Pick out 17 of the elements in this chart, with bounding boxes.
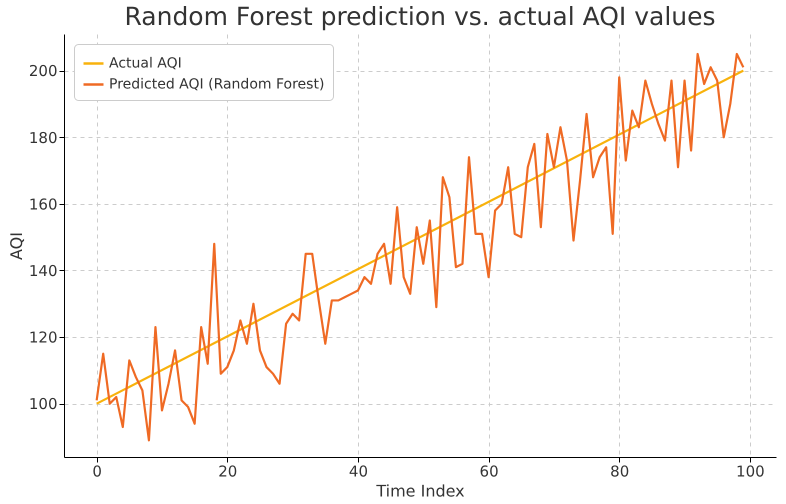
- x-tick-label: 40: [348, 462, 368, 480]
- y-tick-label: 200: [28, 62, 58, 80]
- chart-title: Random Forest prediction vs. actual AQI values: [124, 2, 716, 31]
- legend-label: Predicted AQI (Random Forest): [109, 76, 324, 92]
- x-tick-label: 60: [480, 462, 499, 480]
- x-tick-label: 0: [92, 462, 102, 480]
- legend-label: Actual AQI: [109, 56, 182, 72]
- x-tick-label: 100: [736, 462, 765, 480]
- x-tick-label: 20: [218, 462, 238, 480]
- y-tick-label: 140: [28, 262, 58, 280]
- y-tick-label: 160: [28, 195, 58, 214]
- y-axis-title: AQI: [6, 232, 26, 260]
- y-tick-label: 120: [28, 328, 58, 347]
- x-axis-title: Time Index: [375, 482, 465, 500]
- y-tick-label: 100: [28, 395, 58, 414]
- y-tick-label: 180: [28, 128, 58, 147]
- x-tick-label: 80: [610, 462, 630, 480]
